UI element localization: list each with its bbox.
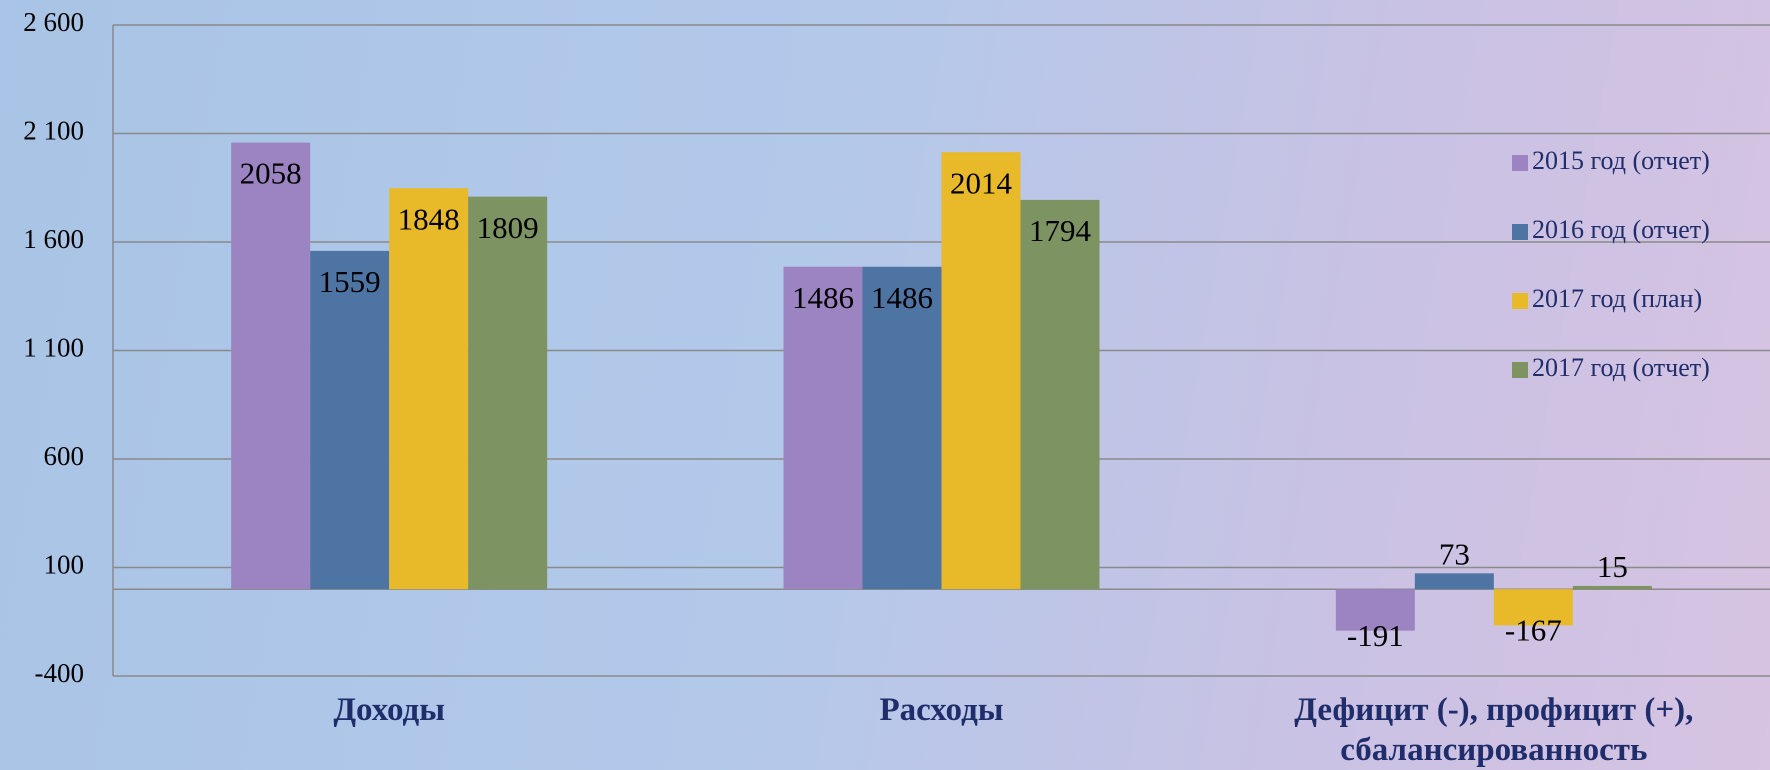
- bar: [1021, 200, 1100, 589]
- legend-label: 2017 год (план): [1532, 284, 1702, 313]
- data-label: 1809: [477, 210, 539, 245]
- x-tick-label-box: Дефицит (-), профицит (+), сбалансирован…: [1214, 690, 1770, 770]
- data-label: 2014: [950, 165, 1013, 200]
- chart: -400 100 600 1 100 1 600 2 100 2 600 Доходы 2058…: [0, 0, 1770, 770]
- y-tick-label: -400: [35, 658, 85, 688]
- legend-swatch: [1512, 155, 1528, 171]
- bar: [310, 251, 389, 589]
- data-label: 2058: [240, 156, 302, 191]
- legend-swatch: [1512, 224, 1528, 240]
- data-label: -191: [1347, 618, 1404, 653]
- data-label: 1486: [792, 280, 854, 315]
- bar: [1415, 573, 1494, 589]
- data-label: 15: [1597, 549, 1628, 584]
- y-tick-label: 2 100: [23, 116, 84, 146]
- bar: [389, 188, 468, 589]
- y-tick-label: 2 600: [23, 7, 84, 37]
- y-tick-label: 1 100: [23, 333, 84, 363]
- bar: [1573, 586, 1652, 589]
- legend-swatch: [1512, 362, 1528, 378]
- bar: [231, 143, 310, 590]
- x-tick-label-box: Расходы: [662, 690, 1222, 770]
- data-label: 1794: [1029, 213, 1092, 248]
- data-label: 1486: [871, 280, 933, 315]
- legend-swatch: [1512, 293, 1528, 309]
- data-label: 1559: [319, 264, 381, 299]
- x-tick-label: Дефицит (-), профицит (+), сбалансирован…: [1214, 690, 1770, 770]
- y-tick-label: 1 600: [23, 224, 84, 254]
- data-label: 73: [1439, 536, 1470, 571]
- legend-label: 2016 год (отчет): [1532, 215, 1710, 244]
- legend-label: 2015 год (отчет): [1532, 146, 1710, 175]
- x-tick-label: Расходы: [662, 690, 1222, 730]
- bar: [942, 152, 1021, 589]
- x-tick-label-box: Доходы: [109, 690, 669, 770]
- y-tick-label: 600: [44, 441, 85, 471]
- y-tick-label: 100: [44, 550, 85, 580]
- data-label: 1848: [398, 201, 460, 236]
- bar: [784, 267, 863, 589]
- data-label: -167: [1505, 613, 1562, 648]
- bar: [863, 267, 942, 589]
- x-tick-label: Доходы: [109, 690, 669, 730]
- bar: [468, 197, 547, 590]
- legend-label: 2017 год (отчет): [1532, 353, 1710, 382]
